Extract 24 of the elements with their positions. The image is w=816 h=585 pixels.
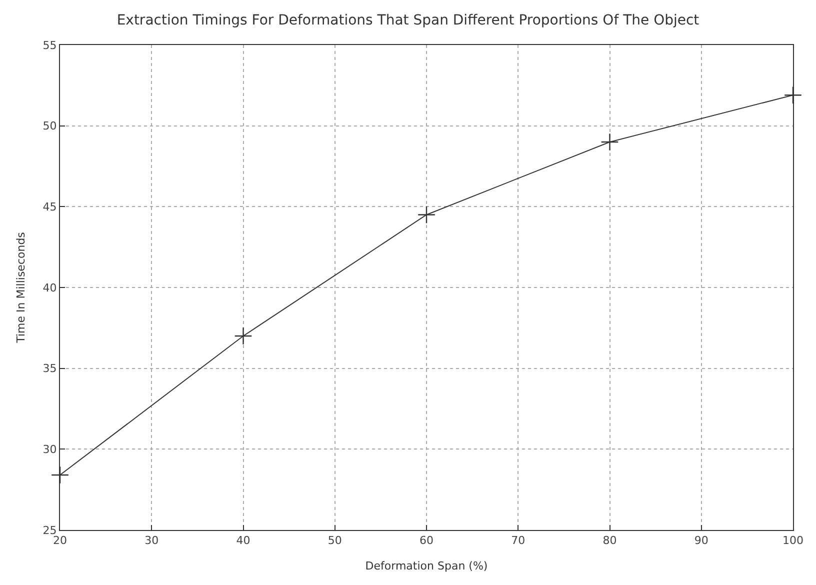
point (234, 327, 252, 345)
y-tick-label: 50 (42, 120, 57, 133)
y-axis-title: Time In Milliseconds (14, 232, 28, 344)
y-tick-label: 25 (42, 524, 57, 537)
point (784, 86, 802, 104)
x-axis-title: Deformation Span (%) (365, 559, 488, 572)
point (51, 466, 69, 484)
point (600, 133, 619, 151)
y-tick-label: 30 (42, 443, 57, 456)
x-tick-label: 100 (782, 534, 804, 548)
y-tick-label: 55 (42, 38, 57, 52)
point (418, 206, 436, 224)
x-tick-label: 80 (602, 534, 617, 548)
x-tick-label: 60 (420, 534, 434, 548)
x-tick-label: 20 (53, 534, 67, 548)
x-tick-label: 90 (694, 534, 708, 548)
x-tick-label: 30 (144, 534, 159, 548)
chart-title: Extraction Timings For Deformations That Span Different Proportions Of The Object (116, 12, 700, 28)
x-tick-label: 50 (328, 534, 342, 548)
x-tick-label: 70 (511, 534, 526, 548)
y-tick-label: 35 (42, 362, 57, 376)
y-tick-label: 40 (42, 281, 57, 294)
x-tick-label: 40 (236, 534, 250, 548)
y-tick-label: 45 (42, 200, 57, 214)
